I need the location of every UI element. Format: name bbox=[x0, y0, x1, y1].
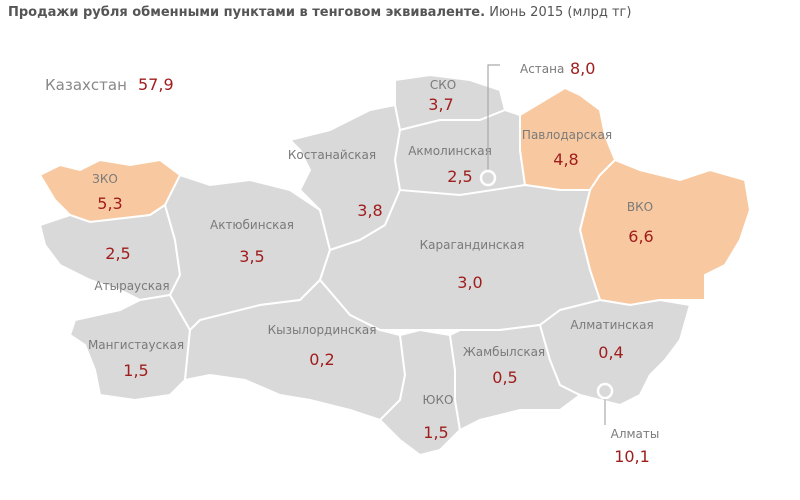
region-value: 4,8 bbox=[553, 150, 578, 169]
leader-line bbox=[487, 64, 500, 170]
cities: Астана 8,0 Алматы 10,1 bbox=[479, 59, 660, 466]
title-line: Продажи рубля обменными пунктами в тенго… bbox=[8, 5, 631, 20]
region-shape bbox=[318, 183, 602, 331]
region-name: СКО bbox=[430, 78, 456, 92]
region-value: 3,5 bbox=[239, 247, 264, 266]
regions bbox=[38, 73, 752, 457]
region-name: Павлодарская bbox=[522, 128, 612, 142]
region-name: ЮКО bbox=[423, 393, 454, 407]
region-value: 3,0 bbox=[457, 273, 482, 292]
region-value: 5,3 bbox=[97, 194, 122, 213]
region-name: Карагандинская bbox=[420, 238, 525, 252]
region-name: Алматинская bbox=[570, 318, 653, 332]
city-value: 10,1 bbox=[614, 447, 650, 466]
subtitle: Июнь 2015 (млрд тг) bbox=[489, 5, 631, 20]
city-value: 8,0 bbox=[570, 59, 595, 78]
city-marker bbox=[479, 169, 497, 187]
region-value: 0,2 bbox=[309, 350, 334, 369]
region-value: 3,8 bbox=[357, 201, 382, 220]
region-value: 1,5 bbox=[123, 361, 148, 380]
region-value: 0,4 bbox=[598, 343, 623, 362]
title: Продажи рубля обменными пунктами в тенго… bbox=[8, 5, 485, 20]
region-name: Жамбылская bbox=[463, 345, 545, 359]
region-name: Атырауская bbox=[94, 279, 169, 293]
region-name: Кызылординская bbox=[268, 323, 377, 337]
region-name: Костанайская bbox=[288, 148, 376, 162]
city-name: Алматы bbox=[611, 427, 660, 441]
region-name: ВКО bbox=[627, 200, 653, 214]
region-name: Мангистауская bbox=[88, 338, 184, 352]
region-value: 1,5 bbox=[423, 423, 448, 442]
region-name: Актюбинская bbox=[210, 218, 294, 232]
region-name: Акмолинская bbox=[408, 144, 492, 158]
region-value: 2,5 bbox=[447, 167, 472, 186]
region-value: 0,5 bbox=[492, 368, 517, 387]
region-value: 6,6 bbox=[628, 227, 653, 246]
region-value: 3,7 bbox=[428, 95, 453, 114]
region-shape bbox=[538, 298, 692, 407]
region-shape bbox=[68, 293, 192, 402]
region-name: ЗКО bbox=[92, 172, 118, 186]
region-value: 2,5 bbox=[105, 244, 130, 263]
total-label: Казахстан bbox=[45, 76, 127, 94]
region-shape bbox=[578, 158, 752, 307]
city-name: Астана bbox=[520, 62, 564, 76]
city-marker bbox=[596, 382, 614, 400]
total-value: 57,9 bbox=[138, 75, 174, 94]
region-labels: ЗКО 5,3 Атырауская 2,5 Мангистауская 1,5… bbox=[88, 78, 654, 442]
